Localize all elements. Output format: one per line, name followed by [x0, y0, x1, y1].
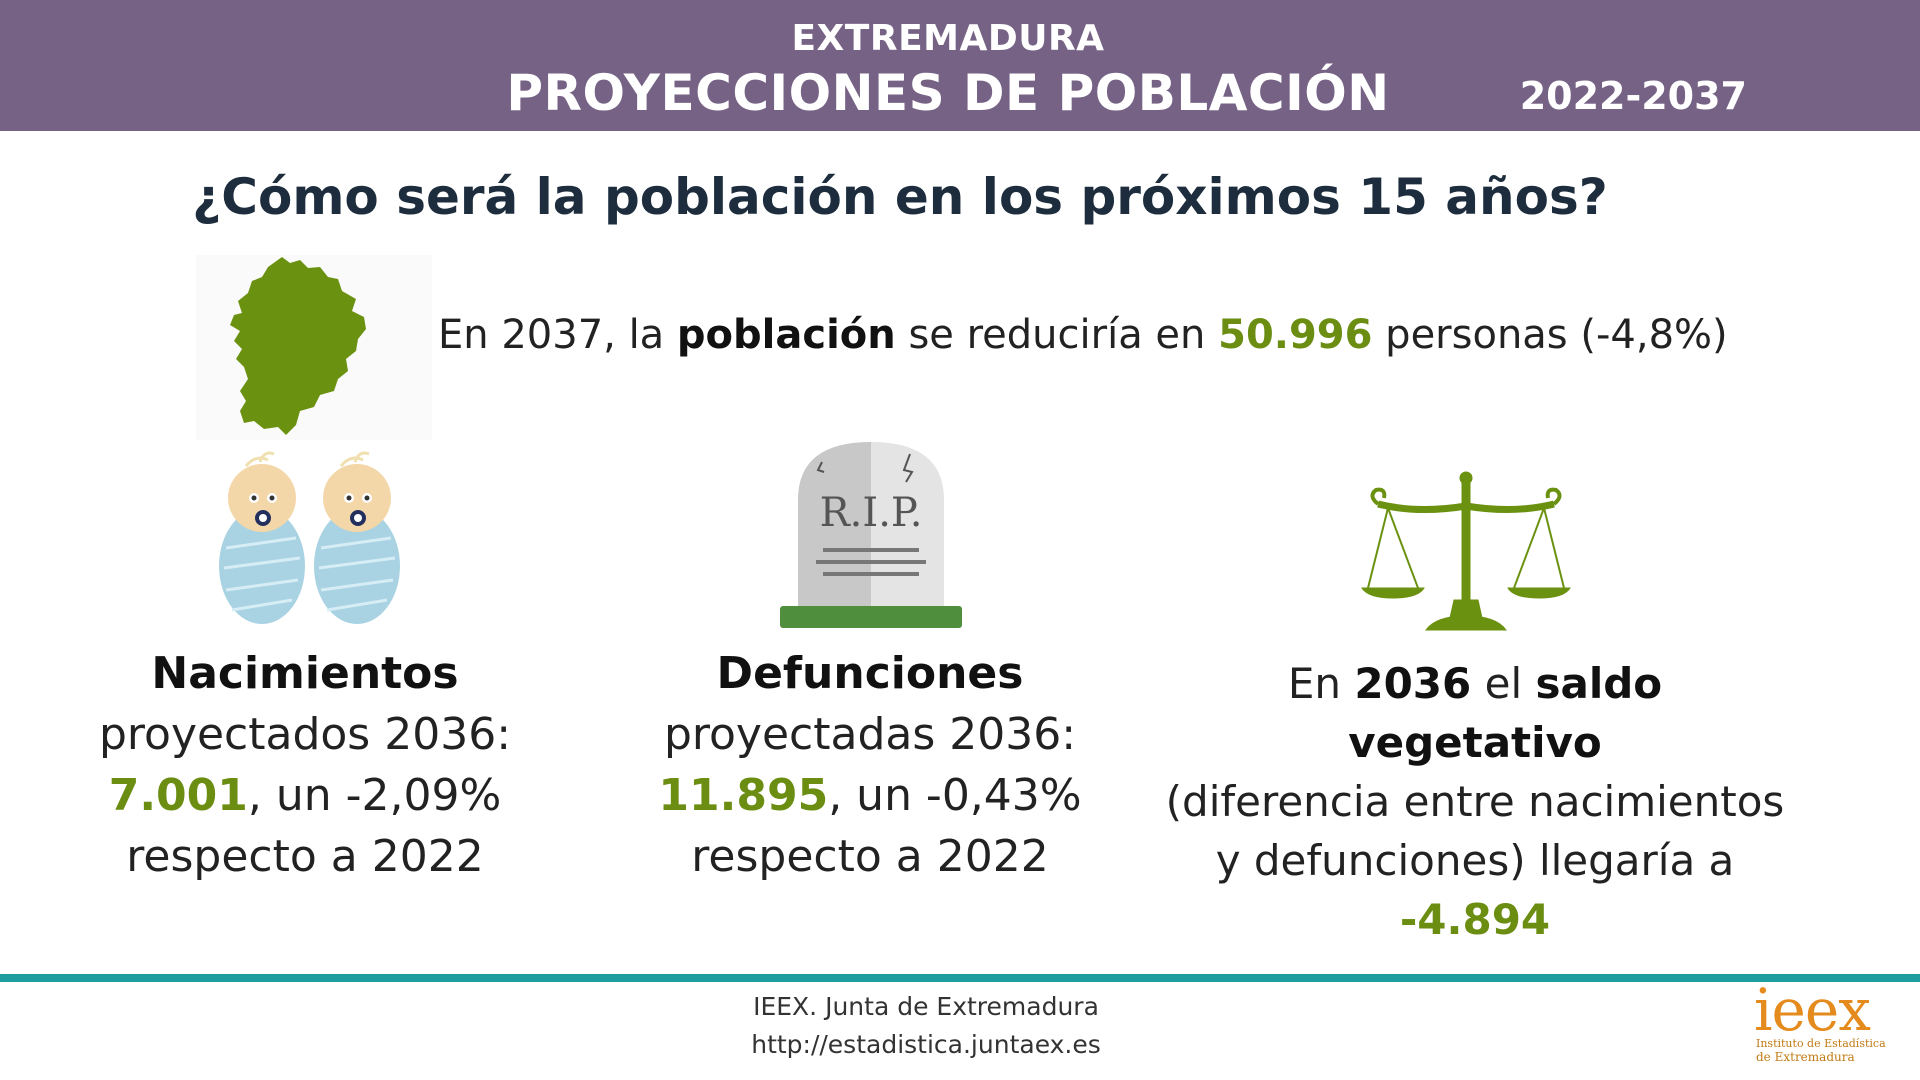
- scales-icon: [1358, 470, 1574, 640]
- footer-divider: [0, 974, 1920, 982]
- summary-prefix: En 2037, la: [438, 312, 677, 358]
- logo-subtitle-1: Instituto de Estadística: [1756, 1037, 1886, 1050]
- summary-value: 50.996: [1218, 312, 1373, 358]
- footer-line1: IEEX. Junta de Extremadura: [753, 992, 1099, 1021]
- footer-credits: IEEX. Junta de Extremadura http://estadi…: [0, 988, 1852, 1064]
- page-title: PROYECCIONES DE POBLACIÓN: [506, 64, 1390, 122]
- balance-year: 2036: [1354, 659, 1472, 708]
- balance-bold: saldo vegetativo: [1348, 659, 1663, 767]
- ieex-logo: ieex Instituto de Estadística de Extrema…: [1752, 976, 1886, 1066]
- births-line4: respecto a 2022: [126, 831, 484, 882]
- logo-subtitle-2: de Extremadura: [1756, 1050, 1855, 1064]
- population-summary: En 2037, la población se reduciría en 50…: [438, 312, 1728, 358]
- question-heading: ¿Cómo será la población en los próximos …: [192, 168, 1608, 226]
- footer-link[interactable]: http://estadistica.juntaex.es: [751, 1030, 1101, 1059]
- births-line2: proyectados 2036:: [98, 709, 512, 760]
- deaths-title: Defunciones: [716, 648, 1024, 699]
- births-line3: 7.001, un -2,09%: [80, 765, 530, 826]
- births-stat: Nacimientos proyectados 2036: 7.001, un …: [80, 643, 530, 887]
- deaths-line3: 11.895, un -0,43%: [645, 765, 1095, 826]
- summary-suffix: personas (-4,8%): [1372, 312, 1728, 358]
- balance-line2: (diferencia entre nacimientos: [1165, 777, 1785, 826]
- year-range: 2022-2037: [1519, 74, 1747, 118]
- tombstone-text: R.I.P.: [820, 490, 923, 536]
- balance-line1: En 2036 el saldo vegetativo: [1160, 654, 1790, 772]
- summary-bold: población: [676, 312, 896, 358]
- births-title: Nacimientos: [151, 648, 459, 699]
- deaths-value: 11.895: [658, 770, 829, 821]
- balance-line3: y defunciones) llegaría a: [1215, 836, 1735, 885]
- deaths-stat: Defunciones proyectadas 2036: 11.895, un…: [645, 643, 1095, 887]
- region-title: EXTREMADURA: [791, 18, 1105, 59]
- babies-icon: [212, 448, 412, 632]
- balance-pre1: En: [1287, 659, 1355, 708]
- deaths-line2: proyectadas 2036:: [663, 709, 1077, 760]
- deaths-change: , un -0,43%: [828, 770, 1082, 821]
- deaths-line4: respecto a 2022: [691, 831, 1049, 882]
- tombstone-icon: R.I.P.: [778, 440, 964, 634]
- summary-middle: se reduciría en: [895, 312, 1219, 358]
- balance-pre2: el: [1471, 659, 1536, 708]
- births-value: 7.001: [108, 770, 248, 821]
- logo-word: ieex: [1754, 976, 1871, 1044]
- extremadura-map-icon: [196, 255, 432, 440]
- balance-value: -4.894: [1399, 895, 1551, 944]
- births-change: , un -2,09%: [247, 770, 502, 821]
- balance-stat: En 2036 el saldo vegetativo (diferencia …: [1160, 654, 1790, 949]
- header-banner: EXTREMADURA PROYECCIONES DE POBLACIÓN 20…: [0, 0, 1920, 131]
